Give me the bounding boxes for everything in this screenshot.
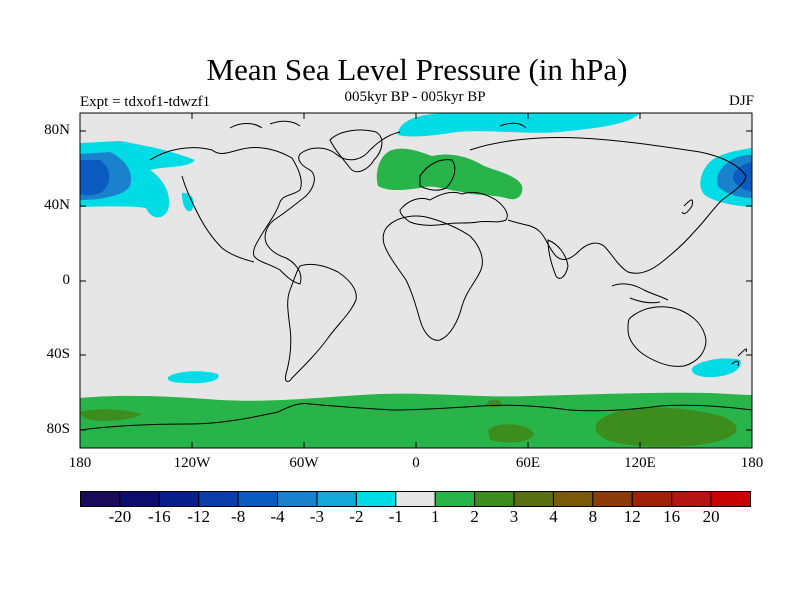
season-label: DJF <box>728 93 754 109</box>
colorbar-label: 4 <box>549 507 558 526</box>
field-layer <box>80 113 752 448</box>
colorbar-label: 3 <box>509 507 519 526</box>
colorbar-swatch <box>474 491 515 507</box>
map-subtitle: 005kyr BP - 005kyr BP <box>344 89 486 105</box>
colorbar-swatch <box>592 491 633 507</box>
colorbar-swatch <box>671 491 712 507</box>
colorbar-label: -20 <box>108 507 132 526</box>
colorbar-swatch <box>277 491 318 507</box>
lon-tick-label: 0 <box>412 455 420 471</box>
colorbar-label: -1 <box>388 507 403 526</box>
colorbar-label: 8 <box>588 507 598 526</box>
lon-tick-label: 60W <box>289 455 319 471</box>
lat-tick-label: 40N <box>44 197 70 213</box>
colorbar-swatch <box>395 491 436 507</box>
experiment-label: Expt = tdxof1-tdwzf1 <box>80 94 211 110</box>
colorbar-label: 16 <box>663 507 681 526</box>
colorbar-label: -4 <box>270 507 285 526</box>
colorbar-swatch <box>80 491 121 507</box>
africa-coast <box>382 215 483 341</box>
colorbar-swatch <box>552 491 594 507</box>
colorbar-label: -2 <box>349 507 364 526</box>
colorbar-label: 1 <box>430 507 440 526</box>
antarctic-positive-band <box>80 392 752 448</box>
australia-coast <box>627 306 707 367</box>
south-tasman-negative <box>691 358 741 378</box>
antarctic-darker-east-2 <box>595 407 737 447</box>
lon-tick-label: 60E <box>515 455 541 471</box>
antarctica-coast <box>80 403 752 431</box>
lon-tick-label: 180 <box>68 455 92 471</box>
colorbar-label: 2 <box>470 507 479 526</box>
colorbar-label: -3 <box>309 507 325 526</box>
colorbar-swatch <box>710 491 751 507</box>
greenland-coast <box>329 129 383 173</box>
lon-tick-label: 120W <box>173 455 211 471</box>
south-america-coast <box>285 263 357 382</box>
lon-tick-label: 180 <box>740 455 764 471</box>
eurasia-positive-region <box>376 148 523 200</box>
north-america-coast <box>149 131 401 285</box>
colorbar-label: -8 <box>231 507 246 526</box>
tick-marks <box>80 113 752 448</box>
west-coast-line <box>181 175 255 263</box>
lat-tick-label: 40S <box>46 346 70 362</box>
lat-tick-label: 80S <box>46 421 70 437</box>
colorbar-swatch <box>158 491 200 507</box>
colorbar-swatch <box>198 491 239 507</box>
japan-coast <box>681 199 693 215</box>
colorbar-swatch <box>355 491 397 507</box>
colorbar-swatch <box>434 491 476 507</box>
colorbar-swatch <box>119 491 160 507</box>
colorbar-label: -16 <box>147 507 171 526</box>
colorbar-label: 12 <box>623 507 641 526</box>
colorbar-swatch <box>631 491 673 507</box>
lon-tick-label: 120E <box>624 455 656 471</box>
colorbar <box>80 491 751 507</box>
arctic-islands-coast <box>229 120 527 129</box>
colorbar-label: 20 <box>702 507 720 526</box>
south-pacific-negative <box>167 371 219 384</box>
colorbar-swatch <box>316 491 357 507</box>
coastlines <box>80 120 752 431</box>
colorbar-label: -12 <box>187 507 211 526</box>
lat-tick-label: 80N <box>44 122 70 138</box>
asia-coast <box>469 137 747 274</box>
antarctic-darker-east-1 <box>488 424 534 443</box>
india-coast <box>547 239 569 279</box>
arctic-negative-region <box>398 113 640 137</box>
north-pacific-center-west <box>80 160 110 196</box>
europe-coast <box>399 191 508 226</box>
indonesia-coast <box>611 283 669 304</box>
map-title: Mean Sea Level Pressure (in hPa) <box>206 52 628 87</box>
lat-tick-label: 0 <box>62 272 71 288</box>
new-zealand-coast <box>731 348 747 367</box>
colorbar-swatch <box>237 491 279 507</box>
scandinavia-coast <box>419 159 456 191</box>
antarctic-darker-west <box>80 409 142 421</box>
colorbar-swatch <box>513 491 554 507</box>
north-pacific-center-east <box>733 162 752 192</box>
